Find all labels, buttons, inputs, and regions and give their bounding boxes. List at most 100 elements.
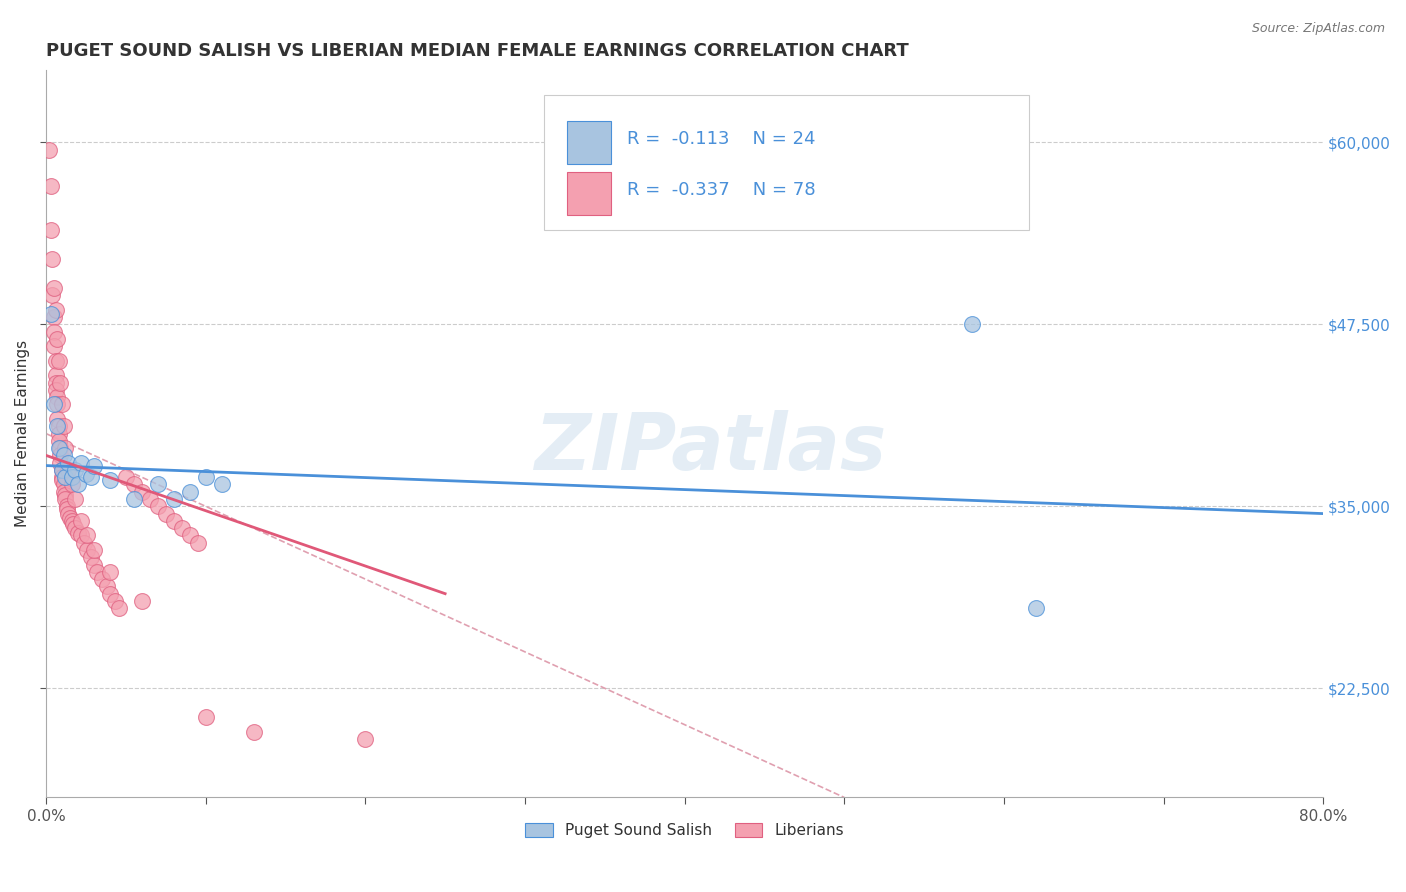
Point (46, 397, 69, 411)
Point (52, 477, 75, 491)
FancyBboxPatch shape (567, 172, 610, 215)
Point (179, 528, 201, 542)
Text: PUGET SOUND SALISH VS LIBERIAN MEDIAN FEMALE EARNINGS CORRELATION CHART: PUGET SOUND SALISH VS LIBERIAN MEDIAN FE… (46, 42, 908, 60)
Point (122, 491, 145, 506)
Point (49, 376, 72, 390)
Point (51, 473, 73, 487)
Point (131, 594, 153, 608)
Point (53, 470, 76, 484)
Point (96, 579, 118, 593)
Point (42, 325, 65, 339)
Text: R =  -0.113    N = 24: R = -0.113 N = 24 (627, 130, 815, 148)
Point (39, 223, 62, 237)
Point (51, 463, 73, 477)
Point (60, 514, 83, 528)
Point (53, 488, 76, 502)
FancyBboxPatch shape (567, 120, 610, 164)
Point (62, 516, 84, 531)
Point (49, 449, 72, 463)
Point (960, 318, 983, 332)
Point (53, 491, 76, 506)
Point (48, 426, 70, 441)
Point (48, 441, 70, 455)
FancyBboxPatch shape (544, 95, 1029, 230)
Point (63, 491, 86, 506)
Point (104, 594, 127, 608)
Point (46, 412, 69, 426)
Point (163, 514, 186, 528)
Point (131, 484, 153, 499)
Point (114, 470, 136, 484)
Point (38, 143, 60, 157)
Point (194, 470, 217, 484)
Point (45, 368, 67, 383)
Y-axis label: Median Female Earnings: Median Female Earnings (15, 340, 30, 527)
Point (49, 456, 72, 470)
Point (76, 543, 98, 558)
Point (73, 535, 96, 549)
Point (179, 484, 201, 499)
Point (45, 376, 67, 390)
Point (187, 535, 209, 549)
Point (170, 521, 193, 535)
Point (155, 507, 177, 521)
Point (48, 434, 70, 448)
Point (52, 449, 75, 463)
Point (108, 601, 131, 615)
Point (163, 491, 186, 506)
Point (42, 310, 65, 324)
Point (98, 587, 121, 601)
Point (76, 528, 98, 542)
Point (98, 565, 121, 579)
Point (45, 353, 67, 368)
Point (70, 514, 93, 528)
Point (66, 525, 89, 540)
Point (48, 419, 70, 434)
Point (211, 477, 233, 491)
Point (53, 441, 76, 455)
Point (58, 456, 80, 470)
Point (70, 528, 93, 542)
Point (60, 470, 83, 484)
Point (122, 477, 145, 491)
Point (51, 463, 73, 477)
Point (58, 463, 80, 477)
Point (51, 470, 73, 484)
Point (194, 710, 217, 724)
Point (41, 288, 63, 302)
Point (49, 441, 72, 455)
Point (48, 353, 70, 368)
Point (52, 484, 75, 499)
Point (45, 383, 67, 397)
Point (39, 307, 62, 321)
Point (42, 281, 65, 295)
Point (41, 252, 63, 266)
Point (98, 473, 121, 487)
Point (66, 477, 89, 491)
Point (79, 550, 101, 565)
Point (51, 397, 73, 411)
Point (86, 565, 108, 579)
Point (60, 477, 83, 491)
Point (63, 521, 86, 535)
Point (139, 491, 162, 506)
Point (83, 558, 105, 572)
Point (90, 572, 112, 586)
Point (55, 500, 77, 514)
Point (55, 502, 77, 516)
Point (59, 511, 82, 525)
Point (146, 500, 169, 514)
Point (42, 397, 65, 411)
Point (46, 390, 69, 404)
Point (83, 543, 105, 558)
Legend: Puget Sound Salish, Liberians: Puget Sound Salish, Liberians (519, 817, 851, 845)
Point (70, 456, 93, 470)
Point (83, 458, 105, 473)
Point (45, 302, 67, 317)
Point (1025, 601, 1047, 615)
Point (52, 419, 75, 434)
Point (63, 463, 86, 477)
Point (46, 332, 69, 346)
Point (79, 470, 101, 484)
Text: Source: ZipAtlas.com: Source: ZipAtlas.com (1251, 22, 1385, 36)
